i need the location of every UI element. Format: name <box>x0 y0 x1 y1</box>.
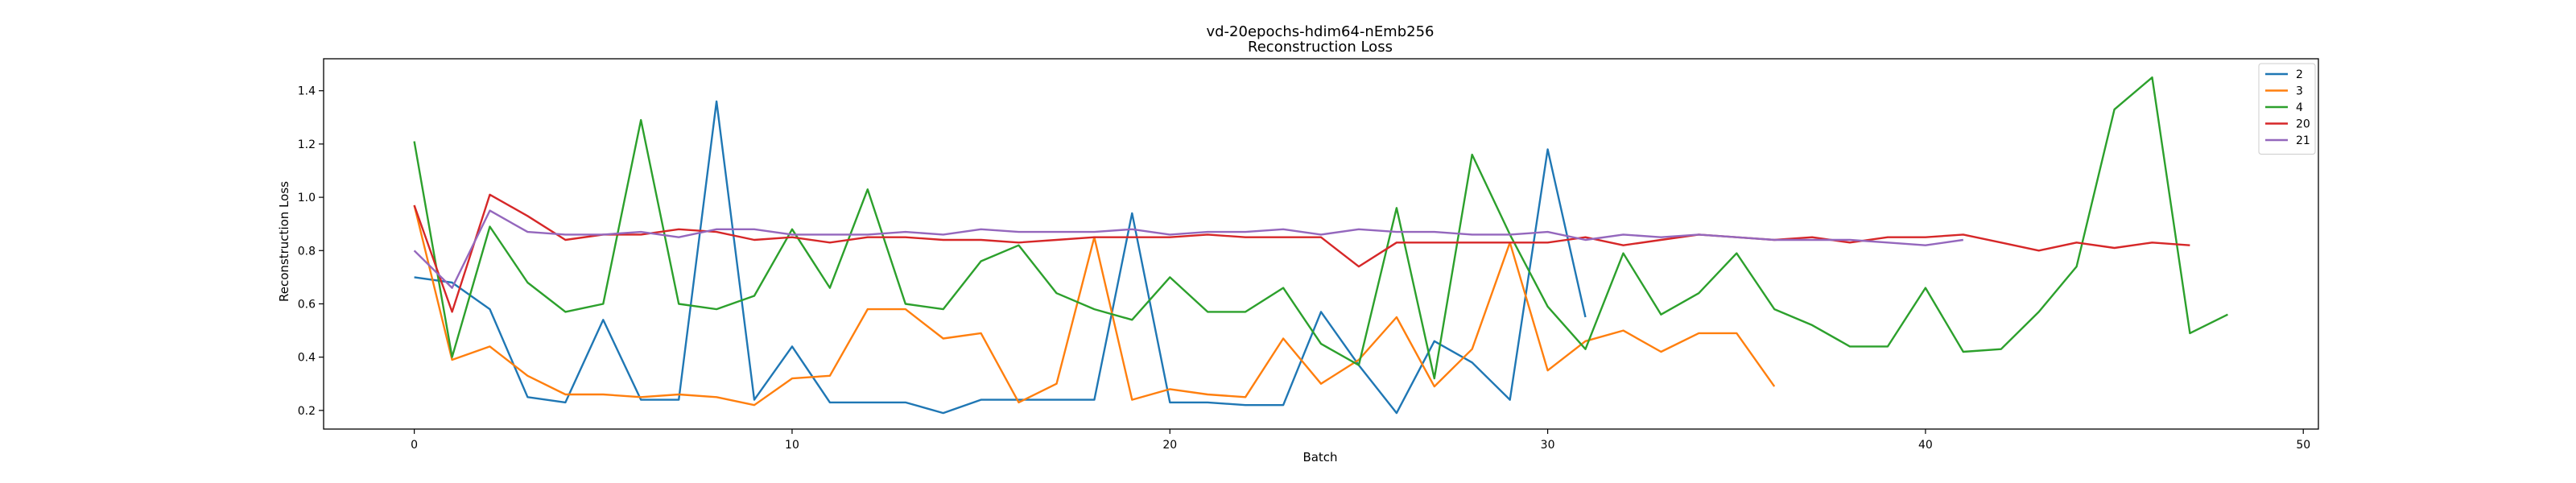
x-tick-label: 30 <box>1541 439 1555 452</box>
legend-label: 20 <box>2296 118 2310 131</box>
plot-area <box>323 58 2319 430</box>
plot-frame <box>323 58 2319 430</box>
y-tick-label: 0.6 <box>298 298 316 311</box>
x-tick-label: 50 <box>2296 439 2310 452</box>
legend-box <box>2258 63 2316 155</box>
y-tick-label: 1.2 <box>298 138 316 151</box>
legend-label: 21 <box>2296 134 2310 147</box>
legend: 2 3 4 20 21 <box>2258 63 2316 155</box>
x-tick-label: 10 <box>785 439 799 452</box>
series-line-21 <box>413 209 1963 289</box>
series-line-2 <box>414 100 1587 415</box>
y-tick-label: 1.4 <box>298 85 316 98</box>
chart-title-line-2: Reconstruction Loss <box>1248 39 1393 56</box>
y-axis-label: Reconstruction Loss <box>277 181 291 302</box>
x-tick-label: 0 <box>411 439 418 452</box>
legend-label: 2 <box>2296 68 2303 81</box>
y-tick-label: 0.8 <box>298 245 316 258</box>
y-tick-label: 0.4 <box>298 352 316 365</box>
chart-title-line-1: vd-20epochs-hdim64-nEmb256 <box>1206 23 1434 40</box>
legend-label: 4 <box>2296 101 2303 114</box>
y-tick-label: 0.2 <box>298 405 316 418</box>
series-line-4 <box>413 76 2228 380</box>
x-tick-label: 20 <box>1162 439 1177 452</box>
legend-label: 3 <box>2296 85 2303 98</box>
x-tick-label: 40 <box>1918 439 1933 452</box>
x-axis-label: Batch <box>1302 450 1337 464</box>
axis-ticks: 0 10 20 30 40 50 0.2 0.4 0.6 0.8 1.0 1.2 1.4 <box>298 85 2310 452</box>
y-tick-label: 1.0 <box>298 192 316 204</box>
